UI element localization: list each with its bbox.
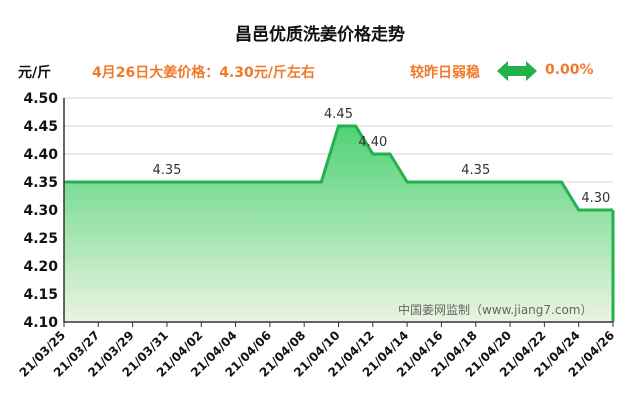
chart-title: 昌邑优质洗姜价格走势 xyxy=(235,25,405,45)
y-tick-label: 4.40 xyxy=(23,147,58,163)
y-tick-label: 4.10 xyxy=(23,315,58,331)
y-tick-label: 4.25 xyxy=(23,231,58,247)
data-label: 4.35 xyxy=(461,163,490,178)
data-label: 4.45 xyxy=(324,107,353,122)
y-tick-label: 4.15 xyxy=(23,287,58,303)
double-arrow-icon xyxy=(497,61,537,81)
y-tick-label: 4.45 xyxy=(23,119,58,135)
unit-label: 元/斤 xyxy=(18,65,52,81)
y-tick-label: 4.30 xyxy=(23,203,58,219)
series-line xyxy=(64,124,613,212)
data-label: 4.30 xyxy=(581,191,610,206)
status-text: 较昨日弱稳 xyxy=(410,65,480,81)
y-tick-label: 4.35 xyxy=(23,175,58,191)
y-tick-label: 4.50 xyxy=(23,91,58,107)
change-percent: 0.00% xyxy=(545,62,594,78)
watermark: 中国姜网监制（www.jiang7.com） xyxy=(398,303,593,317)
data-label: 4.40 xyxy=(358,135,387,150)
price-summary: 4月26日大姜价格：4.30元/斤左右 xyxy=(92,65,315,81)
y-tick-label: 4.20 xyxy=(23,259,58,275)
data-label: 4.35 xyxy=(152,163,181,178)
area-fill xyxy=(64,126,613,322)
